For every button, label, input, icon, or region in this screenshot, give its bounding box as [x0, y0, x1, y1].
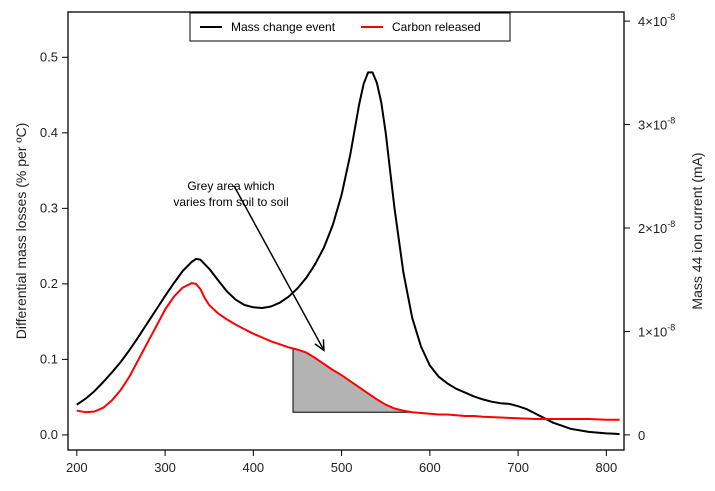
- annotation-arrow-head: [314, 339, 325, 352]
- annotation-arrow-shaft: [233, 185, 325, 351]
- x-tick-label: 500: [331, 460, 353, 475]
- x-tick-label: 800: [595, 460, 617, 475]
- plot-frame: [67, 11, 625, 451]
- annotation-arrow: [233, 185, 325, 352]
- y-left-tick-label: 0.4: [40, 125, 58, 140]
- x-axis: 200 300 400 500 600 700 800: [66, 450, 617, 475]
- y-left-tick-label: 0.5: [40, 49, 58, 64]
- y-right-tick-label: 4×10-8: [638, 12, 675, 29]
- annotation: Grey area which varies from soil to soil: [173, 179, 325, 352]
- annotation-line-2: varies from soil to soil: [173, 195, 288, 209]
- y-right-axis-title: Mass 44 ion current (mA): [689, 152, 705, 309]
- y-left-axis-title: Differential mass losses (% per ºC): [13, 123, 29, 339]
- y-right-tick-exponent: -8: [667, 116, 675, 126]
- y-right-tick-label: 2×10-8: [638, 219, 675, 236]
- legend-label-mass-change: Mass change event: [231, 20, 336, 34]
- x-tick-label: 700: [507, 460, 529, 475]
- y-right-tick-label: 1×10-8: [638, 322, 675, 339]
- y-right-axis: 0 1×10-8 2×10-8 3×10-8 4×10-8: [624, 12, 675, 443]
- legend-label-carbon-released: Carbon released: [392, 20, 481, 34]
- grey-area: [292, 347, 413, 413]
- y-right-tick-label: 0: [638, 428, 645, 443]
- y-right-tick-exponent: -8: [667, 12, 675, 22]
- y-left-axis: 0.0 0.1 0.2 0.3 0.4 0.5: [40, 49, 68, 442]
- y-left-tick-label: 0.1: [40, 351, 58, 366]
- y-left-tick-label: 0.2: [40, 276, 58, 291]
- series-line-carbon-released: [76, 282, 620, 421]
- x-tick-label: 400: [242, 460, 264, 475]
- series-layer: [76, 71, 620, 436]
- y-left-tick-label: 0.3: [40, 200, 58, 215]
- x-tick-label: 300: [154, 460, 176, 475]
- x-tick-label: 200: [66, 460, 88, 475]
- y-right-tick-exponent: -8: [667, 322, 675, 332]
- y-left-tick-label: 0.0: [40, 427, 58, 442]
- y-right-tick-exponent: -8: [667, 219, 675, 229]
- legend: Mass change event Carbon released: [189, 12, 511, 42]
- annotation-line-1: Grey area which: [187, 179, 274, 193]
- grey-area-layer: [292, 347, 413, 413]
- series-line-mass-change: [76, 71, 620, 436]
- legend-box: [189, 12, 511, 42]
- x-tick-label: 600: [419, 460, 441, 475]
- y-right-tick-label: 3×10-8: [638, 116, 675, 133]
